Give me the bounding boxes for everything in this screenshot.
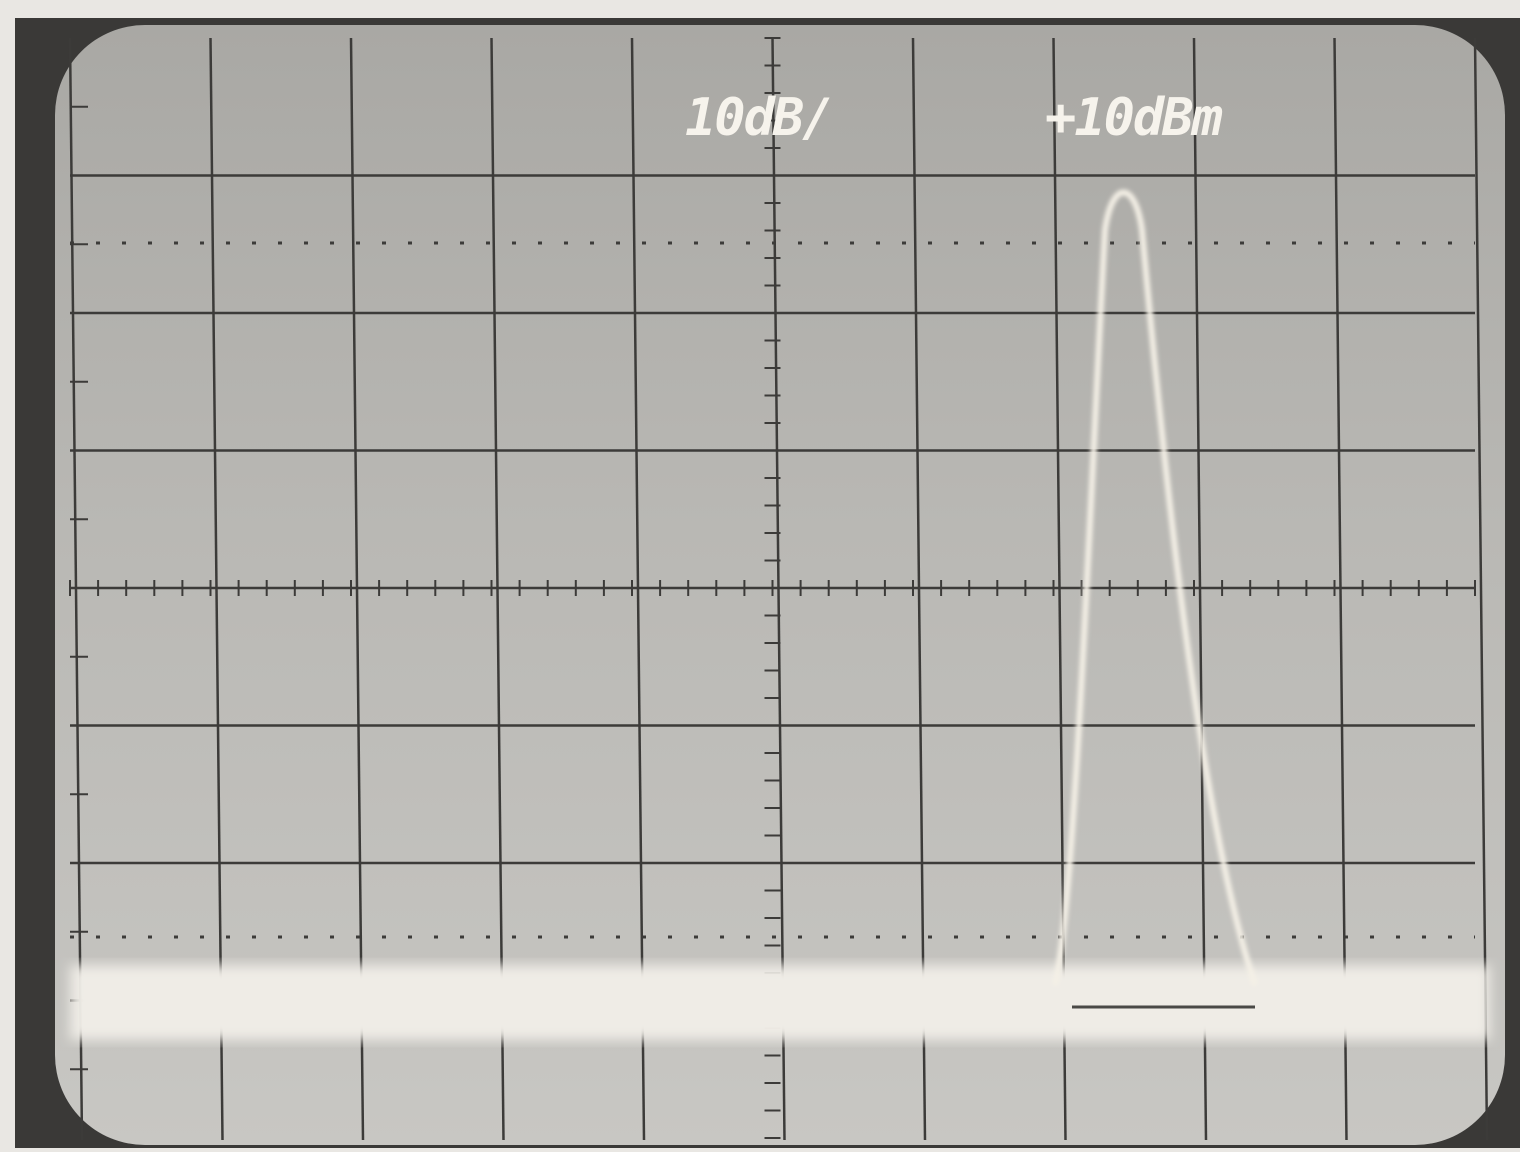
noise-floor: [70, 965, 1490, 1040]
scale-readout: 10dB/: [685, 88, 832, 148]
reference-readout: +10dBm: [1045, 88, 1223, 148]
analyzer-photo: 10dB/ +10dBm: [0, 0, 1520, 1152]
page: {"readouts": {"scale": "10dB/", "referen…: [0, 0, 1520, 1152]
